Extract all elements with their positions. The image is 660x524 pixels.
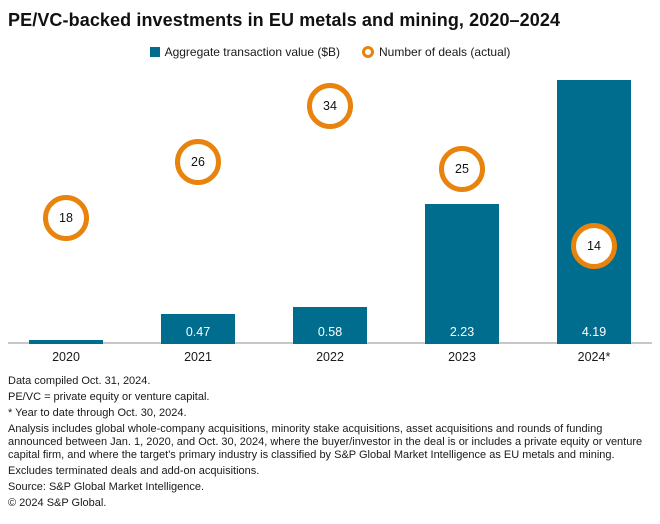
deal-count-circle-2022: 34 — [307, 82, 353, 129]
x-axis-label-2022: 2022 — [316, 349, 344, 364]
bar-value-label: 4.19 — [581, 324, 607, 339]
x-axis-label-2023: 2023 — [448, 349, 476, 364]
footnote-copyright: © 2024 S&P Global. — [8, 496, 107, 509]
deal-count-circle-2020: 18 — [43, 194, 89, 241]
legend-item-number-of-deals: Number of deals (actual) — [362, 45, 510, 59]
footnotes: Data compiled Oct. 31, 2024. PE/VC = pri… — [8, 375, 652, 510]
bar-2024: 4.19 — [557, 79, 631, 344]
legend-item-transaction-value: Aggregate transaction value ($B) — [149, 44, 341, 59]
x-axis-label-2024: 2024* — [577, 349, 611, 364]
ring-swatch-icon — [362, 45, 375, 58]
bar-value-label: 2.23 — [449, 324, 475, 339]
chart-plot: 18 0.47 26 0.58 34 2.23 25 4.19 14 — [0, 67, 660, 344]
footnote-data-compiled: Data compiled Oct. 31, 2024. — [8, 374, 151, 387]
bar-value-label: 0.58 — [317, 324, 343, 339]
bar-2023: 2.23 — [425, 203, 499, 344]
bar-swatch-icon — [149, 46, 160, 57]
footnote-methodology: Analysis includes global whole-company a… — [8, 422, 643, 461]
bar-value-label: 0.47 — [185, 324, 211, 339]
legend-label: Number of deals (actual) — [379, 44, 511, 59]
deal-count-circle-2024: 14 — [571, 222, 617, 269]
bar-2022: 0.58 — [293, 306, 367, 344]
x-axis-label-2020: 2020 — [52, 349, 80, 364]
footnote-source: Source: S&P Global Market Intelligence. — [8, 480, 205, 493]
x-axis-labels: 2020 2021 2022 2023 2024* — [0, 350, 660, 364]
bar-2020 — [29, 339, 103, 344]
chart-title: PE/VC-backed investments in EU metals an… — [8, 10, 561, 30]
deal-count-circle-2021: 26 — [175, 138, 221, 185]
footnote-exclusions: Excludes terminated deals and add-on acq… — [8, 464, 260, 477]
legend-label: Aggregate transaction value ($B) — [164, 44, 341, 59]
x-axis-label-2021: 2021 — [184, 349, 212, 364]
footnote-pevc-definition: PE/VC = private equity or venture capita… — [8, 390, 210, 403]
deal-count-circle-2023: 25 — [439, 145, 485, 192]
bar-2021: 0.47 — [161, 313, 235, 344]
chart-legend: Aggregate transaction value ($B) Number … — [0, 45, 660, 59]
footnote-ytd: * Year to date through Oct. 30, 2024. — [8, 406, 187, 419]
